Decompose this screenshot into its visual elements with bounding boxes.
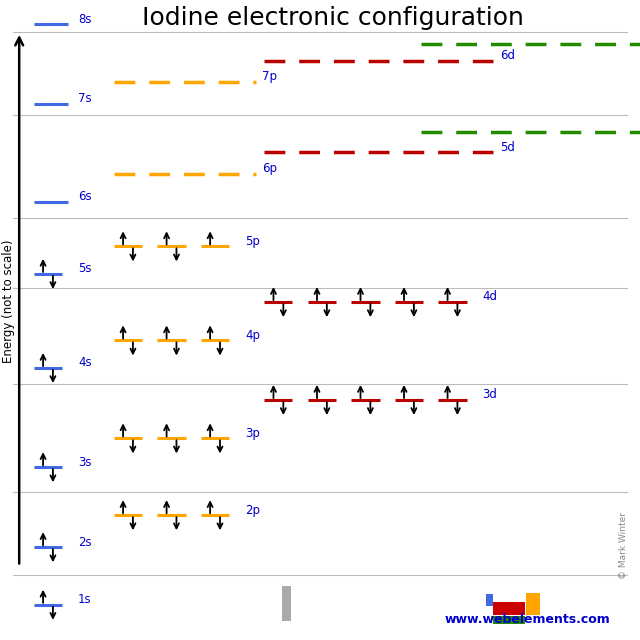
Text: 5d: 5d xyxy=(500,141,515,154)
Bar xyxy=(526,593,540,615)
Text: 6d: 6d xyxy=(500,49,515,62)
Text: 2s: 2s xyxy=(78,536,92,548)
Text: © Mark Winter: © Mark Winter xyxy=(620,512,628,579)
Text: 8s: 8s xyxy=(78,13,92,26)
Text: www.webelements.com: www.webelements.com xyxy=(445,613,611,626)
Bar xyxy=(493,616,525,624)
Text: 5p: 5p xyxy=(245,235,260,248)
Text: Iodine electronic configuration: Iodine electronic configuration xyxy=(142,6,524,30)
Text: 3s: 3s xyxy=(78,456,92,468)
Text: 6s: 6s xyxy=(78,190,92,203)
Text: 4d: 4d xyxy=(483,291,497,303)
Bar xyxy=(493,602,525,615)
Text: 2p: 2p xyxy=(245,504,260,516)
Text: 1s: 1s xyxy=(78,593,92,606)
Text: 4p: 4p xyxy=(245,329,260,342)
Text: 4s: 4s xyxy=(78,356,92,369)
Text: 3d: 3d xyxy=(483,388,497,401)
Bar xyxy=(486,595,493,606)
Text: 6p: 6p xyxy=(262,163,277,175)
Text: 3p: 3p xyxy=(245,427,260,440)
Bar xyxy=(282,586,291,621)
Text: Energy (not to scale): Energy (not to scale) xyxy=(2,239,15,362)
Text: 7s: 7s xyxy=(78,92,92,105)
Text: 7p: 7p xyxy=(262,70,277,83)
Text: 5s: 5s xyxy=(78,262,92,275)
